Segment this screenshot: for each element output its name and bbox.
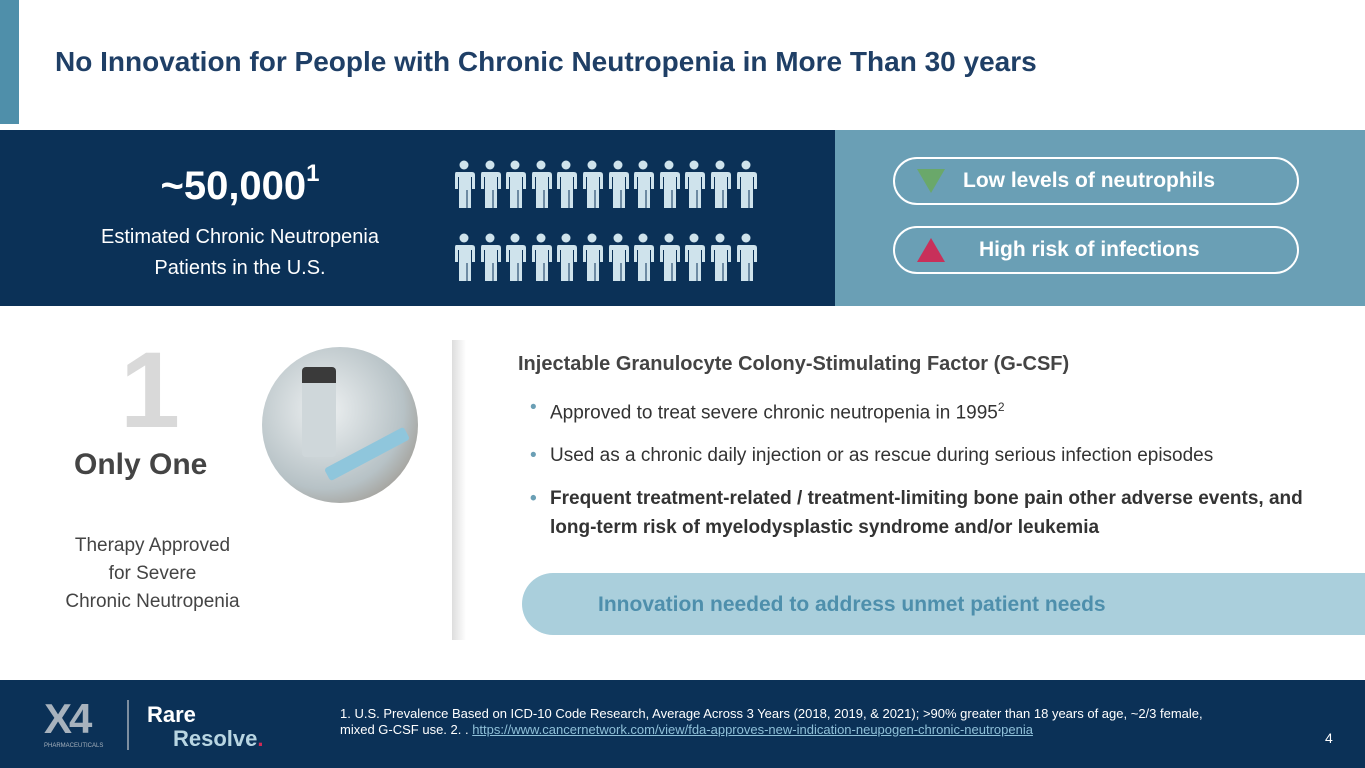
- person-icon: [555, 233, 581, 286]
- person-icon: [581, 160, 607, 213]
- person-icon: [581, 233, 607, 286]
- down-triangle-icon: [917, 169, 945, 193]
- footnote-ref: 2: [997, 400, 1005, 414]
- page-title: No Innovation for People with Chronic Ne…: [55, 46, 1037, 77]
- person-icon: [632, 160, 658, 213]
- person-icon: [504, 233, 530, 286]
- desc-line: for Severe: [108, 563, 197, 584]
- resolve-logo: Resolve.: [173, 728, 264, 750]
- person-icon: [479, 233, 505, 286]
- divider: [452, 340, 466, 640]
- x4-logo-sub: PHARMACEUTICALS: [44, 743, 104, 749]
- desc-line: Chronic Neutropenia: [65, 591, 240, 612]
- only-one-label: Only One: [74, 448, 208, 481]
- x4-logo: X4: [44, 695, 92, 742]
- person-icon: [683, 233, 709, 286]
- pill-label: Low levels of neutrophils: [963, 169, 1216, 192]
- bullet-text: Used as a chronic daily injection or as …: [550, 445, 1214, 467]
- desc-line: Therapy Approved: [74, 535, 231, 556]
- pill-infection-risk: High risk of infections: [893, 226, 1299, 274]
- source-link[interactable]: https://www.cancernetwork.com/view/fda-a…: [472, 722, 1033, 737]
- person-icon: [504, 160, 530, 213]
- desc-line: Patients in the U.S.: [154, 257, 326, 279]
- bullet-item: Approved to treat severe chronic neutrop…: [530, 393, 1320, 427]
- numeral-one: 1: [119, 329, 181, 450]
- footer: [0, 680, 1365, 768]
- people-grid: [453, 160, 760, 286]
- resolve-dot: .: [257, 726, 264, 751]
- patient-count-desc: Estimated Chronic Neutropenia Patients in…: [0, 222, 480, 284]
- person-icon: [530, 233, 556, 286]
- person-icon: [709, 160, 735, 213]
- person-icon: [658, 233, 684, 286]
- bullet-text: Approved to treat severe chronic neutrop…: [550, 402, 998, 424]
- pill-label: High risk of infections: [979, 238, 1200, 261]
- gcsf-bullets: Approved to treat severe chronic neutrop…: [530, 393, 1320, 556]
- person-icon: [709, 233, 735, 286]
- person-icon: [530, 160, 556, 213]
- patient-count: ~50,0001: [0, 160, 480, 209]
- count-value: ~50,000: [160, 164, 307, 208]
- syringe-icon: [323, 426, 411, 482]
- person-icon: [479, 160, 505, 213]
- person-icon: [735, 233, 761, 286]
- person-icon: [658, 160, 684, 213]
- gcsf-heading: Injectable Granulocyte Colony-Stimulatin…: [518, 353, 1070, 375]
- bullet-item: Used as a chronic daily injection or as …: [530, 441, 1320, 470]
- person-icon: [555, 160, 581, 213]
- person-icon: [607, 160, 633, 213]
- vial-icon: [302, 367, 336, 457]
- desc-line: Estimated Chronic Neutropenia: [101, 226, 379, 248]
- person-icon: [735, 160, 761, 213]
- bullet-text: Frequent treatment-related / treatment-l…: [550, 488, 1303, 539]
- resolve-text: Resolve: [173, 726, 258, 751]
- therapy-desc: Therapy Approved for Severe Chronic Neutro…: [40, 532, 265, 616]
- vial-syringe-photo: [262, 347, 418, 503]
- bullet-item: Frequent treatment-related / treatment-l…: [530, 484, 1320, 542]
- person-icon: [453, 233, 479, 286]
- logo-divider: [127, 700, 129, 750]
- innovation-callout: Innovation needed to address unmet patie…: [522, 573, 1365, 635]
- person-icon: [683, 160, 709, 213]
- footnotes: 1. U.S. Prevalence Based on ICD-10 Code …: [340, 706, 1240, 738]
- up-triangle-icon: [917, 238, 945, 262]
- rare-logo: Rare: [147, 702, 196, 727]
- person-icon: [607, 233, 633, 286]
- pill-low-neutrophils: Low levels of neutrophils: [893, 157, 1299, 205]
- footnote-ref: 1: [306, 160, 320, 187]
- person-icon: [632, 233, 658, 286]
- accent-bar: [0, 0, 19, 124]
- page-number: 4: [1325, 730, 1333, 746]
- person-icon: [453, 160, 479, 213]
- footnote-text: 1. U.S. Prevalence Based on ICD-10 Code …: [340, 706, 1203, 737]
